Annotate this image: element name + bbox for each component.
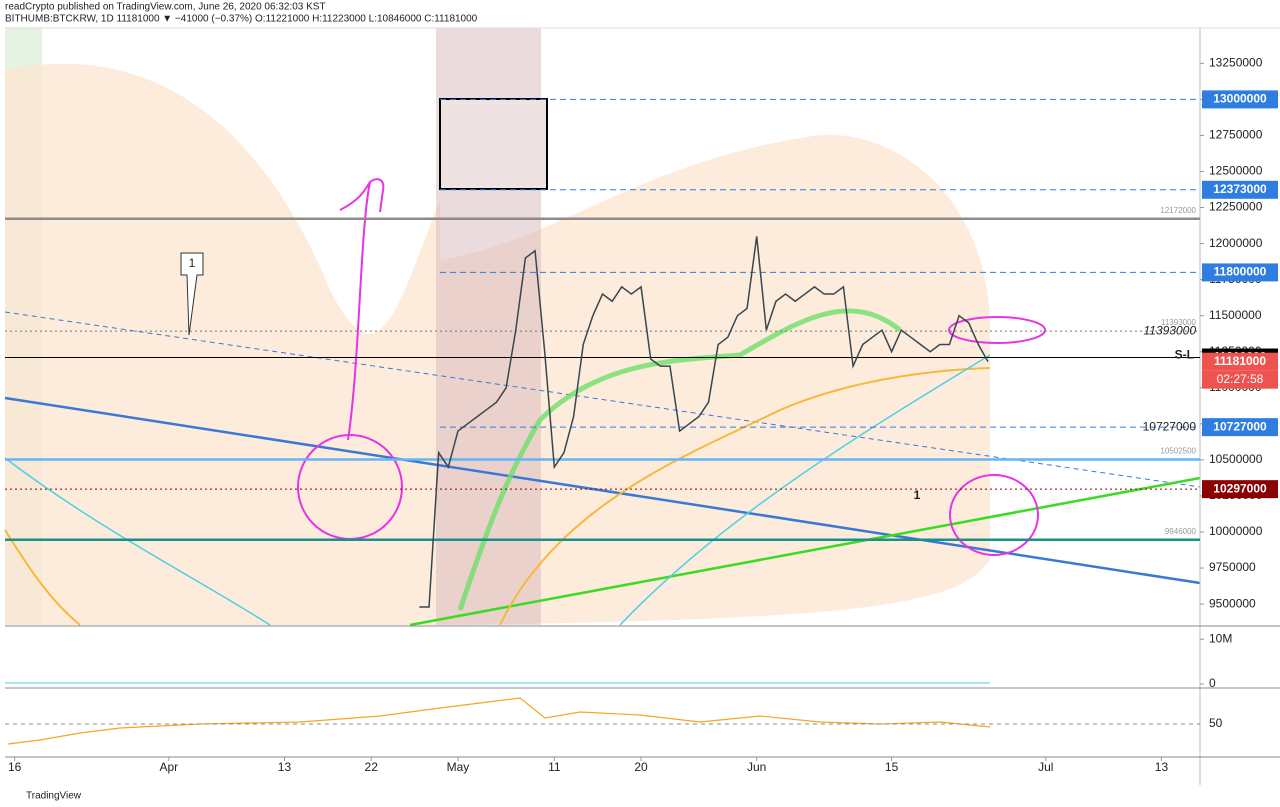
x-tick-label: May bbox=[447, 760, 470, 774]
price-tag bbox=[1202, 480, 1278, 499]
footer: TradingView bbox=[26, 791, 82, 802]
price-level-label: 12172000 bbox=[1160, 206, 1196, 215]
price-tag bbox=[1202, 180, 1278, 199]
price-tag bbox=[1202, 418, 1278, 437]
moving-average bbox=[4, 457, 271, 626]
price-tag-label: 13000000 bbox=[1213, 92, 1267, 106]
trend-line bbox=[409, 476, 1201, 627]
price-level-text: 10727000 bbox=[1143, 419, 1197, 433]
price-tag-label: 10297000 bbox=[1213, 481, 1267, 495]
rsi-tick-label: 50 bbox=[1209, 716, 1223, 730]
moving-average bbox=[619, 354, 991, 626]
y-tick-label: 12250000 bbox=[1209, 200, 1263, 214]
y-tick-label: 13250000 bbox=[1209, 56, 1263, 70]
price-level-label: 11393000 bbox=[1161, 318, 1197, 327]
countdown: 02:27:58 bbox=[1217, 372, 1264, 386]
volume-tick-label: 10M bbox=[1209, 631, 1232, 645]
x-tick-label: 22 bbox=[365, 760, 379, 774]
x-tick-label: 20 bbox=[634, 760, 648, 774]
cloud bbox=[5, 63, 440, 626]
price-tag-label: 10727000 bbox=[1213, 419, 1267, 433]
drawing-arrow bbox=[339, 178, 385, 441]
y-tick-label: 12500000 bbox=[1209, 164, 1263, 178]
drawing-circle bbox=[948, 316, 1046, 344]
price-tag bbox=[1202, 263, 1278, 282]
y-tick-label: 9500000 bbox=[1209, 596, 1256, 610]
trend-line bbox=[4, 311, 1201, 488]
price-level-label: 10502500 bbox=[1160, 447, 1196, 456]
x-tick-label: 13 bbox=[278, 760, 292, 774]
x-tick-label: 13 bbox=[1155, 760, 1169, 774]
x-tick-label: Apr bbox=[159, 760, 178, 774]
price-level-label: 9946000 bbox=[1165, 527, 1197, 536]
y-tick-label: 11500000 bbox=[1209, 308, 1262, 322]
annotation: 1 bbox=[914, 488, 921, 502]
price-line bbox=[419, 236, 989, 608]
x-tick-label: Jun bbox=[747, 760, 766, 774]
x-tick-label: 16 bbox=[8, 760, 22, 774]
annotation: 1 bbox=[189, 256, 196, 270]
volume-tick-label: 0 bbox=[1209, 676, 1216, 690]
price-tag-label: 11800000 bbox=[1214, 265, 1267, 279]
x-tick-label: 15 bbox=[885, 760, 899, 774]
price-tag-label: 11181000 bbox=[1214, 354, 1266, 368]
callout bbox=[180, 252, 204, 336]
y-tick-label: 12000000 bbox=[1209, 236, 1263, 250]
moving-average bbox=[4, 529, 81, 626]
moving-average bbox=[457, 308, 902, 611]
price-tag-label: 12373000 bbox=[1213, 182, 1267, 196]
trend-line bbox=[4, 396, 1201, 585]
header: readCrypto published on TradingView.com,… bbox=[5, 2, 326, 13]
x-tick-label: Jul bbox=[1038, 760, 1053, 774]
line-label: S-L bbox=[1175, 348, 1194, 362]
drawing-circle bbox=[949, 474, 1039, 556]
y-tick-label: 10500000 bbox=[1209, 452, 1263, 466]
header: BITHUMB:BTCKRW, 1D 11181000 ▼ −41000 (−0… bbox=[5, 14, 478, 25]
y-tick-label: 10000000 bbox=[1209, 524, 1263, 538]
x-tick-label: 11 bbox=[548, 760, 561, 774]
y-tick-label: 9750000 bbox=[1209, 560, 1256, 574]
rsi-line bbox=[7, 697, 991, 745]
cloud bbox=[440, 134, 990, 625]
price-tag bbox=[1202, 90, 1278, 109]
price-level-text: 11393000 bbox=[1144, 323, 1197, 337]
moving-average bbox=[499, 367, 991, 626]
y-tick-label: 12750000 bbox=[1209, 128, 1263, 142]
countdown-tag bbox=[1202, 370, 1278, 389]
price-tag bbox=[1202, 352, 1278, 371]
box bbox=[439, 98, 548, 190]
